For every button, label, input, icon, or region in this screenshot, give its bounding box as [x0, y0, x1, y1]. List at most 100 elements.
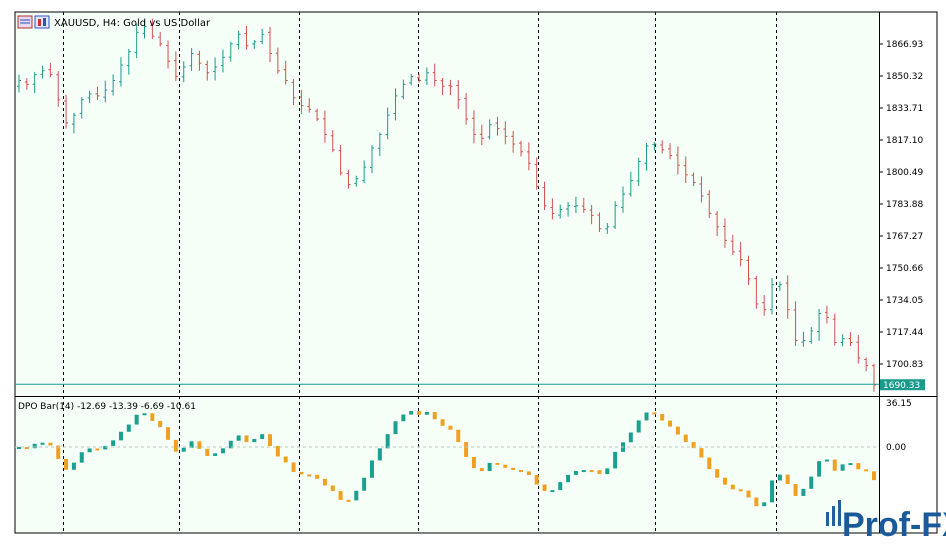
indicator-bar [48, 442, 53, 446]
indicator-bar [542, 484, 547, 491]
indicator-bar [479, 468, 484, 471]
indicator-bar [519, 469, 524, 472]
prof-fx-logo: Prof-FX [826, 500, 946, 544]
indicator-bar [354, 490, 359, 501]
indicator-bar [158, 420, 163, 428]
indicator-area[interactable] [15, 397, 879, 533]
indicator-bar [205, 448, 210, 456]
indicator-bar [134, 414, 139, 425]
indicator-bar [722, 477, 727, 485]
indicator-bar [495, 462, 500, 465]
indicator-bar [103, 445, 108, 450]
indicator-bar [707, 457, 712, 470]
indicator-bar [197, 441, 202, 449]
indicator-bar [809, 476, 814, 489]
indicator-bar [550, 490, 555, 493]
price-chart-area[interactable] [15, 12, 879, 396]
indicator-bar [377, 448, 382, 461]
indicator-axis[interactable] [879, 397, 937, 533]
indicator-bar [17, 447, 21, 449]
indicator-bar [754, 497, 759, 507]
indicator-bar [738, 489, 743, 492]
indicator-bar [432, 411, 437, 420]
indicator-bar [675, 426, 680, 435]
chart-window-icon[interactable] [17, 15, 33, 29]
indicator-bar [471, 456, 476, 469]
indicator-bar [581, 470, 586, 473]
indicator-bar [589, 470, 594, 473]
indicator-bar [832, 459, 837, 471]
indicator-bar [118, 431, 123, 441]
indicator-tick-label: 0.00 [886, 443, 906, 453]
indicator-bar [793, 483, 798, 496]
indicator-bar [699, 448, 704, 458]
indicator-bar [503, 464, 508, 468]
indicator-bar [369, 460, 374, 478]
indicator-bar [268, 434, 273, 446]
indicator-bar [683, 434, 688, 443]
indicator-bar [824, 459, 829, 462]
indicator-bar [409, 411, 414, 415]
price-tick-label: 1850.32 [886, 72, 923, 82]
indicator-bar [558, 482, 563, 491]
watermark-text: Prof-FX [842, 506, 946, 544]
indicator-caption: DPO Bar(14) -12.69 -13.39 -6.69 -10.61 [18, 402, 196, 412]
chart-type-icon[interactable] [34, 15, 50, 29]
indicator-bar [573, 470, 578, 475]
price-tick-label: 1700.83 [886, 360, 923, 370]
price-tick-label: 1783.88 [886, 200, 923, 210]
indicator-bar [715, 469, 720, 478]
indicator-bar [330, 485, 335, 492]
indicator-bar [307, 474, 312, 477]
indicator-bar [40, 442, 45, 445]
indicator-bar [362, 477, 367, 491]
indicator-bar [150, 413, 155, 421]
indicator-bar [260, 434, 265, 440]
indicator-bar [691, 442, 696, 449]
indicator-bar [95, 448, 100, 451]
current-price-tag [880, 379, 925, 391]
indicator-bar [346, 499, 351, 502]
indicator-bar [566, 474, 571, 483]
indicator-bar [644, 412, 649, 421]
price-tick-label: 1833.71 [886, 104, 923, 114]
indicator-bar [762, 502, 767, 507]
indicator-bar [64, 458, 69, 470]
indicator-bar [142, 413, 147, 416]
indicator-bar [32, 443, 37, 449]
indicator-bar [746, 490, 751, 498]
indicator-bar [487, 462, 492, 471]
indicator-bar [770, 480, 775, 503]
indicator-bar [652, 412, 657, 415]
price-axis[interactable] [879, 12, 937, 396]
indicator-bar [236, 435, 241, 441]
price-tick-label: 1717.44 [886, 328, 923, 338]
indicator-bar [283, 456, 288, 463]
indicator-bar [613, 451, 618, 469]
indicator-bar [440, 419, 445, 426]
indicator-bar [864, 469, 869, 472]
candles [17, 18, 876, 392]
indicator-bar [848, 463, 853, 466]
indicator-axis-labels: 36.15 0.00 [886, 399, 912, 453]
price-tick-label: 1734.05 [886, 296, 923, 306]
indicator-bar [111, 440, 116, 446]
indicator-bar [213, 453, 218, 456]
indicator-bar [275, 445, 280, 457]
indicator-bar [228, 440, 233, 449]
indicator-bar [322, 478, 327, 486]
indicator-tick-label: 36.15 [886, 399, 912, 409]
indicator-bar [448, 425, 453, 430]
indicator-bar [636, 420, 641, 433]
indicator-bar [730, 484, 735, 490]
indicator-bar [668, 420, 673, 427]
indicator-bar [424, 411, 429, 415]
indicator-bar [220, 448, 225, 454]
indicator-bar [252, 439, 257, 443]
indicator-histogram [17, 411, 876, 507]
price-tick-label: 1767.27 [886, 232, 923, 242]
indicator-bar [605, 468, 610, 475]
indicator-bar [126, 424, 131, 432]
